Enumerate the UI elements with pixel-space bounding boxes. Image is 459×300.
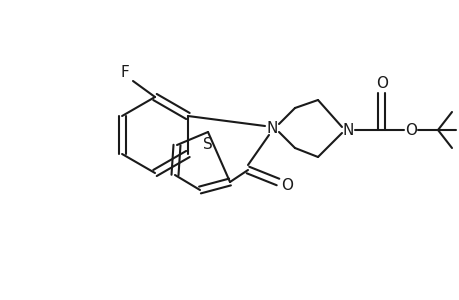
Text: S: S [203,136,213,152]
Text: O: O [280,178,292,193]
Text: N: N [266,121,277,136]
Text: O: O [404,122,416,137]
Text: O: O [375,76,387,91]
Text: F: F [120,64,129,80]
Text: N: N [341,122,353,137]
